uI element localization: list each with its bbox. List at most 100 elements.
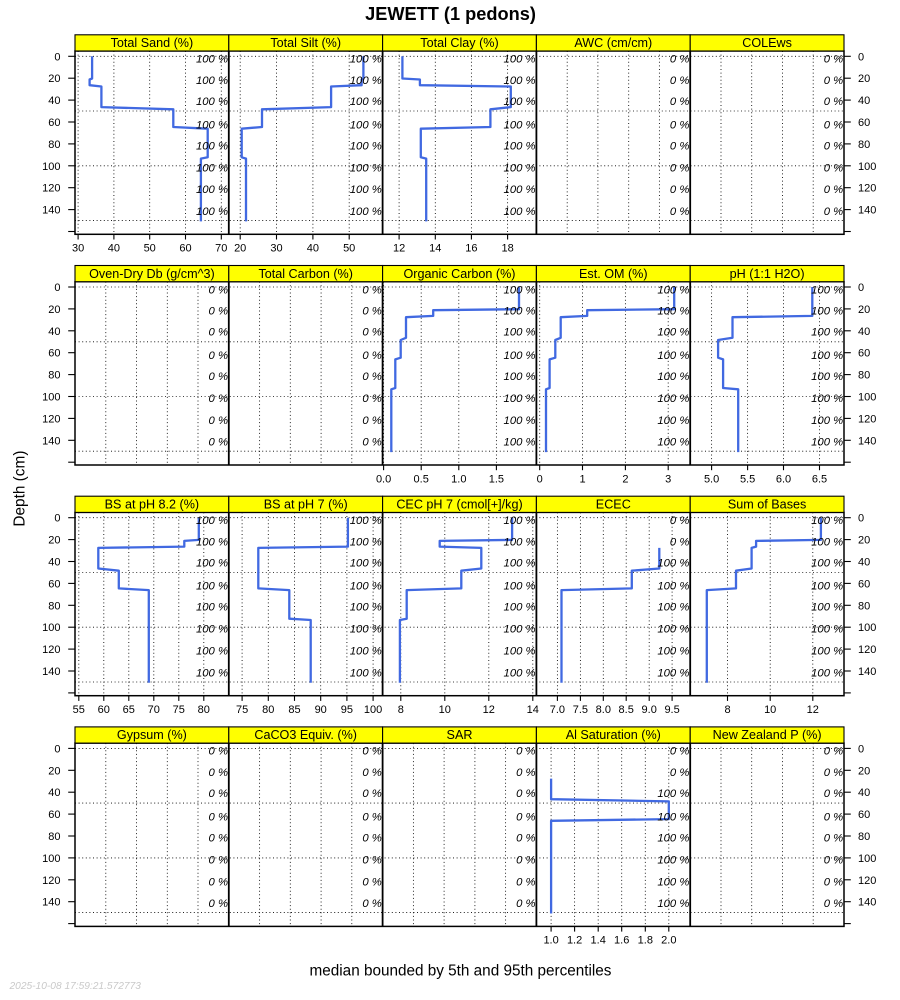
svg-text:40: 40	[307, 243, 319, 255]
svg-text:0 %: 0 %	[362, 746, 381, 758]
svg-text:60: 60	[48, 578, 60, 590]
svg-text:100 %: 100 %	[350, 602, 382, 614]
svg-text:0 %: 0 %	[362, 350, 381, 362]
svg-text:30: 30	[270, 243, 282, 255]
svg-text:65: 65	[123, 704, 135, 716]
svg-text:100 %: 100 %	[504, 284, 536, 296]
svg-text:90: 90	[315, 704, 327, 716]
svg-text:120: 120	[42, 644, 60, 656]
svg-text:0 %: 0 %	[516, 876, 535, 888]
svg-text:100 %: 100 %	[657, 602, 689, 614]
svg-text:0 %: 0 %	[362, 788, 381, 800]
svg-text:100 %: 100 %	[504, 371, 536, 383]
svg-text:80: 80	[198, 704, 210, 716]
svg-text:1.0: 1.0	[451, 473, 466, 485]
svg-text:100 %: 100 %	[196, 557, 228, 569]
svg-text:120: 120	[858, 183, 876, 195]
svg-text:18: 18	[501, 243, 513, 255]
svg-text:0 %: 0 %	[670, 75, 689, 87]
svg-text:100: 100	[364, 704, 382, 716]
svg-text:20: 20	[234, 243, 246, 255]
svg-text:40: 40	[48, 787, 60, 799]
svg-text:20: 20	[858, 535, 870, 547]
svg-text:100 %: 100 %	[350, 54, 382, 66]
svg-text:100 %: 100 %	[504, 54, 536, 66]
svg-text:14: 14	[429, 243, 441, 255]
svg-text:100 %: 100 %	[350, 75, 382, 87]
svg-text:10: 10	[764, 704, 776, 716]
svg-text:70: 70	[148, 704, 160, 716]
svg-text:0 %: 0 %	[516, 767, 535, 779]
svg-text:0: 0	[54, 743, 60, 755]
svg-text:100 %: 100 %	[657, 876, 689, 888]
svg-text:100 %: 100 %	[657, 437, 689, 449]
svg-text:8: 8	[724, 704, 730, 716]
svg-text:60: 60	[858, 348, 870, 360]
svg-text:5.5: 5.5	[740, 473, 755, 485]
svg-text:100 %: 100 %	[196, 54, 228, 66]
svg-text:1.2: 1.2	[567, 935, 582, 947]
svg-text:0 %: 0 %	[209, 415, 228, 427]
svg-text:0 %: 0 %	[209, 284, 228, 296]
svg-text:0 %: 0 %	[670, 119, 689, 131]
svg-text:100 %: 100 %	[196, 536, 228, 548]
svg-text:100 %: 100 %	[196, 515, 228, 527]
svg-text:100 %: 100 %	[811, 284, 843, 296]
svg-text:100: 100	[42, 161, 60, 173]
svg-text:Total Silt (%): Total Silt (%)	[270, 36, 341, 50]
svg-text:100 %: 100 %	[196, 206, 228, 218]
svg-text:100 %: 100 %	[657, 646, 689, 658]
svg-text:0 %: 0 %	[670, 536, 689, 548]
svg-text:100 %: 100 %	[657, 327, 689, 339]
svg-text:60: 60	[98, 704, 110, 716]
svg-text:55: 55	[73, 704, 85, 716]
svg-text:60: 60	[48, 117, 60, 129]
svg-text:14: 14	[527, 704, 539, 716]
svg-text:100 %: 100 %	[657, 624, 689, 636]
svg-text:0 %: 0 %	[362, 767, 381, 779]
svg-text:0 %: 0 %	[362, 371, 381, 383]
svg-text:3: 3	[665, 473, 671, 485]
svg-text:100 %: 100 %	[504, 646, 536, 658]
svg-text:1.4: 1.4	[591, 935, 606, 947]
svg-text:100 %: 100 %	[196, 119, 228, 131]
svg-text:120: 120	[42, 183, 60, 195]
svg-text:140: 140	[42, 205, 60, 217]
svg-text:100 %: 100 %	[657, 306, 689, 318]
svg-text:0 %: 0 %	[824, 96, 843, 108]
svg-text:100 %: 100 %	[504, 206, 536, 218]
svg-text:pH (1:1 H2O): pH (1:1 H2O)	[730, 267, 805, 281]
svg-text:40: 40	[858, 95, 870, 107]
svg-text:100 %: 100 %	[657, 284, 689, 296]
svg-text:1: 1	[579, 473, 585, 485]
svg-text:0 %: 0 %	[516, 788, 535, 800]
svg-text:30: 30	[72, 243, 84, 255]
svg-text:1.6: 1.6	[614, 935, 629, 947]
svg-text:100 %: 100 %	[350, 184, 382, 196]
svg-text:100 %: 100 %	[350, 646, 382, 658]
svg-text:100 %: 100 %	[350, 162, 382, 174]
svg-text:16: 16	[465, 243, 477, 255]
svg-text:9.0: 9.0	[642, 704, 657, 716]
svg-text:6.0: 6.0	[776, 473, 791, 485]
svg-text:100 %: 100 %	[196, 581, 228, 593]
svg-text:2: 2	[622, 473, 628, 485]
svg-text:70: 70	[215, 243, 227, 255]
svg-text:100 %: 100 %	[196, 646, 228, 658]
svg-text:5.0: 5.0	[704, 473, 719, 485]
svg-text:0 %: 0 %	[670, 162, 689, 174]
svg-text:0 %: 0 %	[670, 184, 689, 196]
svg-text:0 %: 0 %	[209, 876, 228, 888]
svg-text:100 %: 100 %	[350, 536, 382, 548]
svg-text:0: 0	[858, 743, 864, 755]
svg-text:0 %: 0 %	[209, 811, 228, 823]
svg-text:0 %: 0 %	[670, 746, 689, 758]
svg-text:100 %: 100 %	[657, 350, 689, 362]
svg-text:100 %: 100 %	[657, 788, 689, 800]
svg-text:100 %: 100 %	[811, 602, 843, 614]
svg-text:0 %: 0 %	[824, 206, 843, 218]
svg-text:100 %: 100 %	[657, 811, 689, 823]
svg-text:100 %: 100 %	[811, 624, 843, 636]
svg-text:40: 40	[108, 243, 120, 255]
svg-text:ECEC: ECEC	[596, 498, 631, 512]
